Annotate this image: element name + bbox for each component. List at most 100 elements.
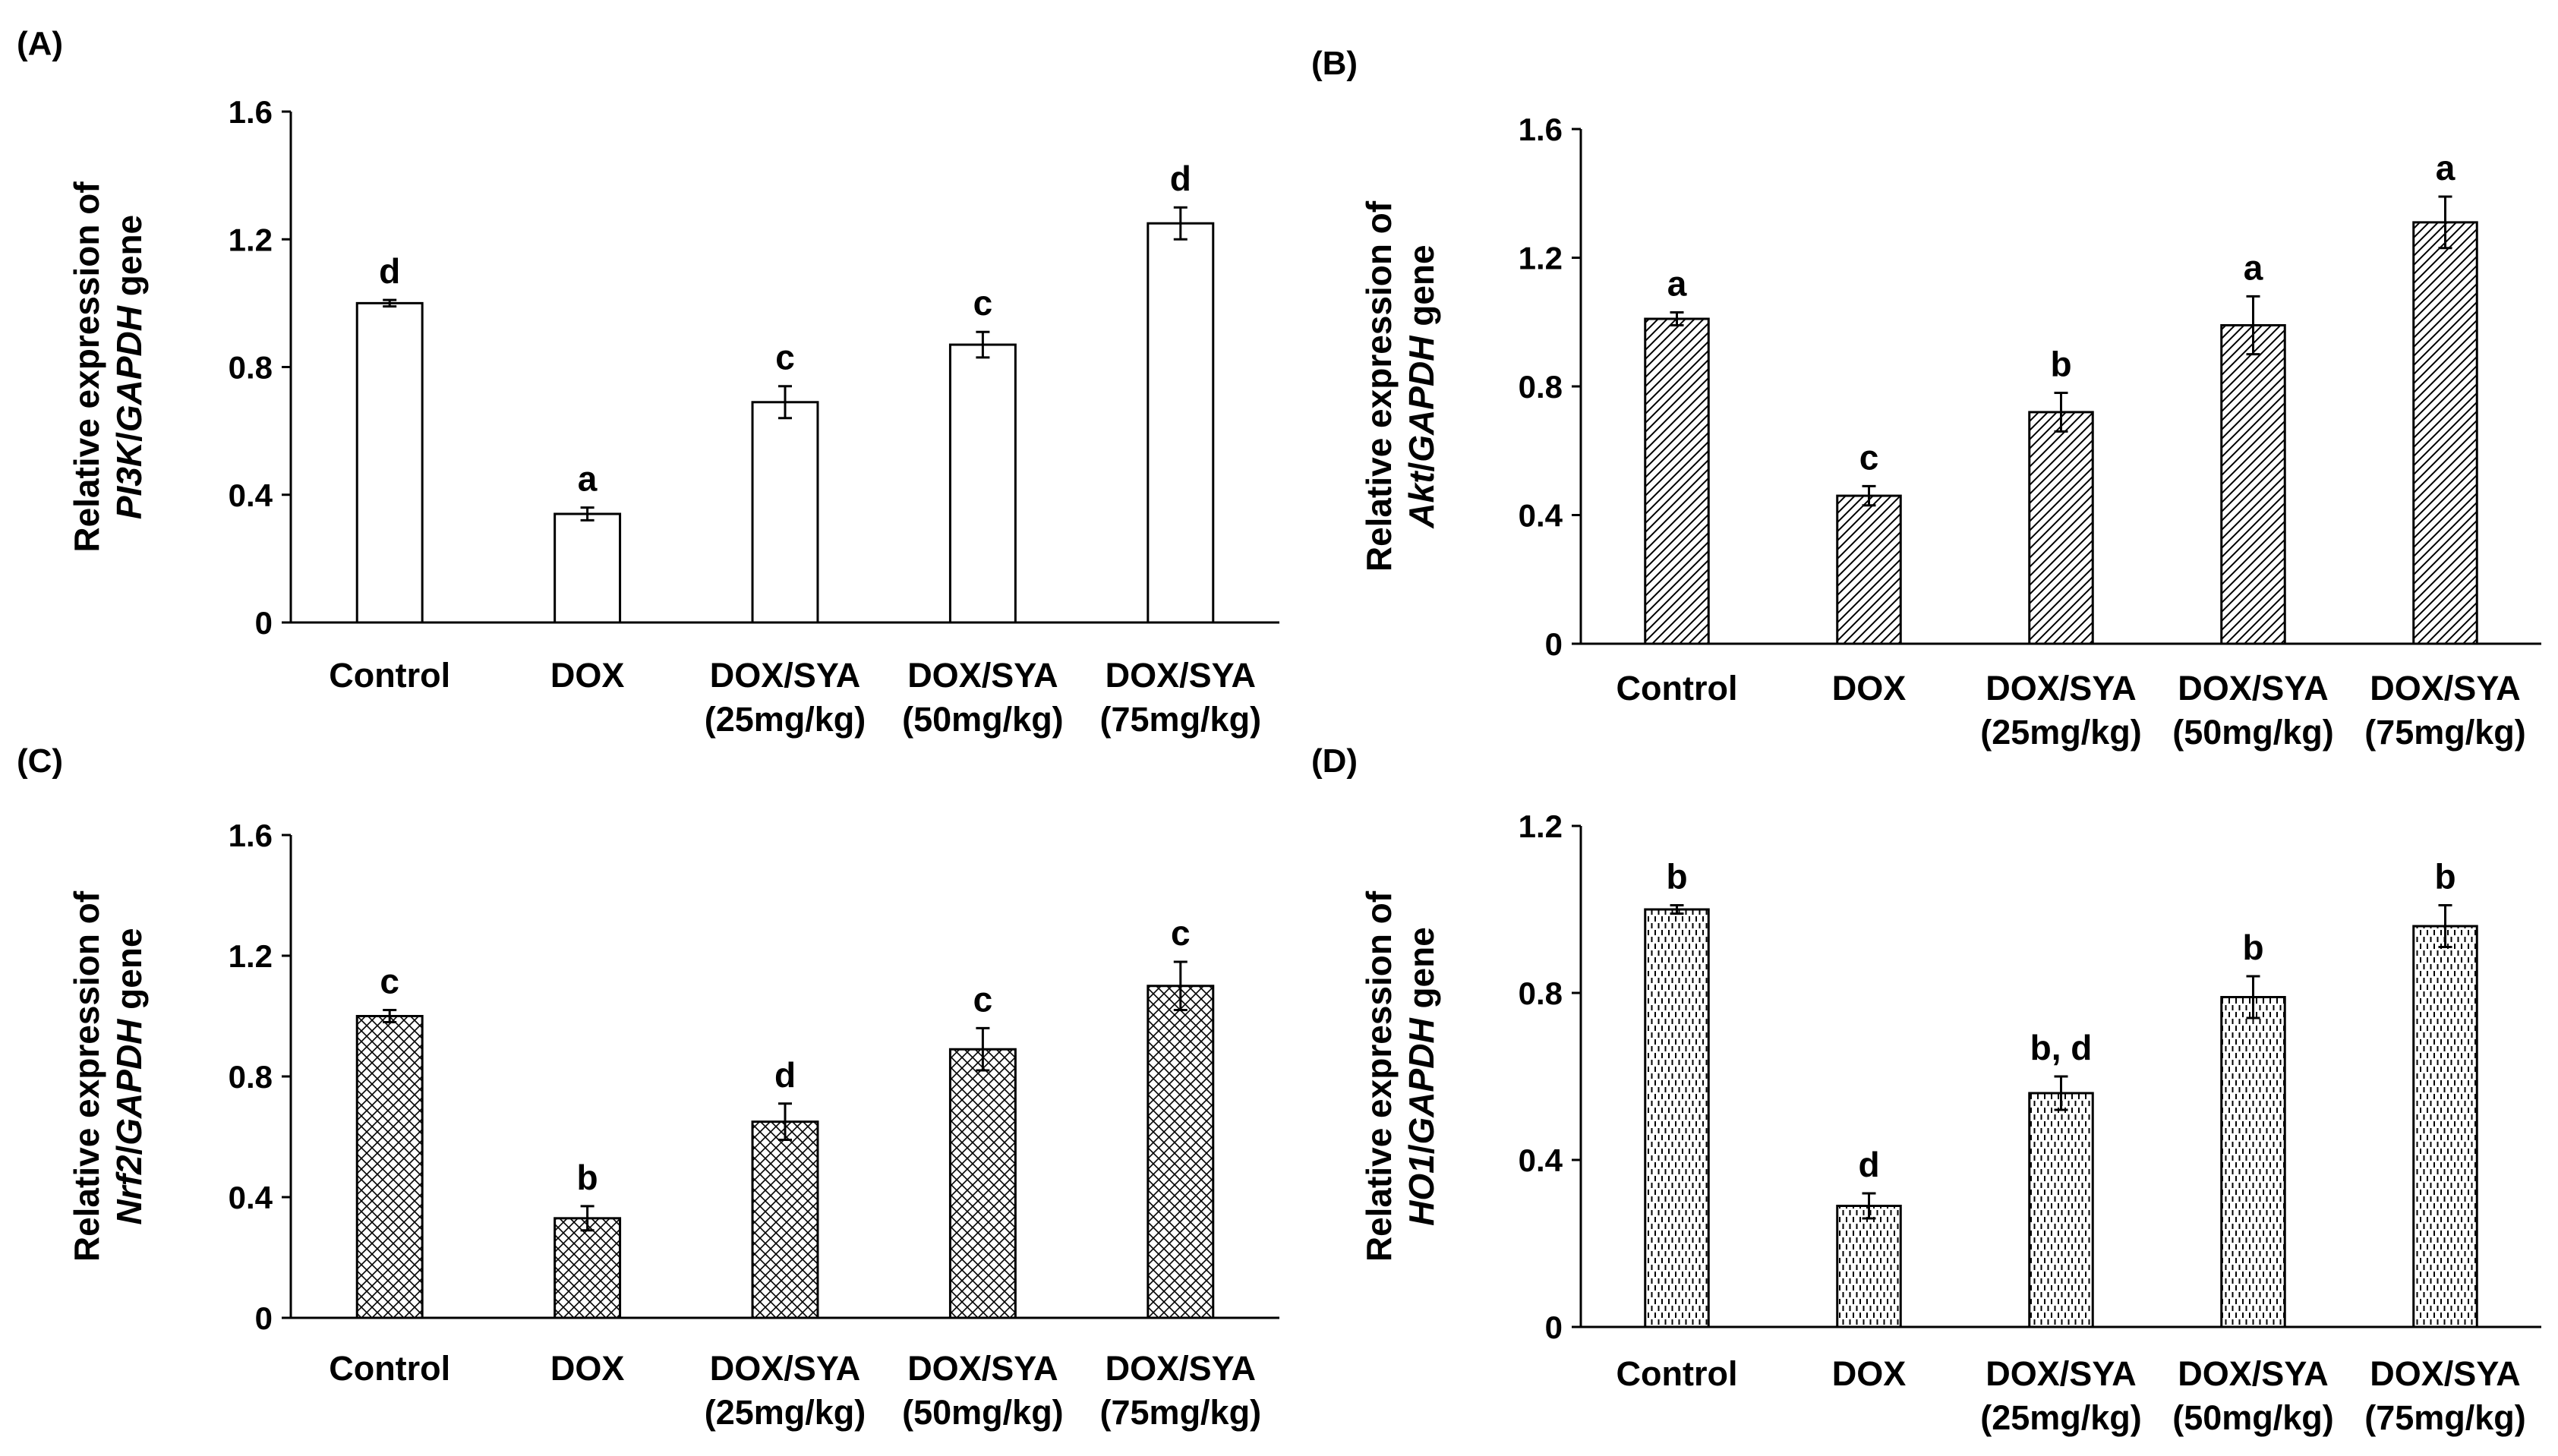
bar (554, 512, 622, 624)
y-tick-label: 0.4 (229, 1180, 273, 1215)
panel-label: (B) (1311, 45, 1358, 82)
x-category-label-line: DOX/SYA (1986, 669, 2136, 708)
x-category-label-line: DOX/SYA (710, 1349, 860, 1388)
x-category-label-line: (25mg/kg) (705, 1393, 866, 1432)
y-tick-label: 0 (1545, 1309, 1563, 1345)
bar (2412, 221, 2478, 645)
x-category-label: DOX/SYA (25mg/kg) (705, 656, 866, 739)
x-category-label: DOX (550, 1349, 625, 1388)
x-category-label: DOX/SYA (75mg/kg) (2364, 669, 2526, 752)
y-tick-label: 0.8 (1519, 369, 1563, 405)
y-axis-reference-gene: GAPDH (109, 305, 149, 432)
significance-letter: a (2244, 247, 2263, 287)
significance-letter: a (578, 459, 598, 499)
bar (751, 1120, 819, 1319)
x-category-label: DOX/SYA (25mg/kg) (705, 1349, 866, 1432)
x-category-label-line: DOX/SYA (907, 1349, 1058, 1388)
bar (355, 1015, 424, 1319)
x-category-label: DOX/SYA (50mg/kg) (902, 656, 1064, 739)
x-category-label-line: Control (329, 656, 450, 695)
y-tick-label: 0.4 (1519, 498, 1563, 534)
x-category-label-line: (50mg/kg) (902, 1393, 1064, 1432)
significance-letter: b (577, 1158, 598, 1197)
significance-letter: a (1667, 264, 1687, 304)
y-axis-title: Relative expression ofHO1/GAPDH gene (1359, 890, 1441, 1262)
y-tick-label: 0.4 (229, 477, 273, 513)
significance-letter: c (380, 962, 399, 1001)
x-category-label-line: (50mg/kg) (2172, 713, 2334, 752)
x-category-label: DOX (550, 656, 625, 695)
significance-letter: c (973, 283, 993, 323)
x-category-label-line: (50mg/kg) (902, 700, 1064, 739)
y-axis-separator: / (109, 432, 149, 442)
bar (1836, 1205, 1902, 1328)
x-category-label-line: DOX (550, 656, 625, 695)
x-category-label-line: DOX/SYA (1106, 1349, 1256, 1388)
y-tick-label: 1.2 (1519, 241, 1563, 276)
x-category-label: DOX/SYA (50mg/kg) (902, 1349, 1064, 1432)
y-axis-reference-gene: GAPDH (109, 1019, 149, 1146)
bar (2028, 411, 2094, 645)
x-category-label: Control (329, 656, 450, 695)
x-category-label: DOX (1832, 1354, 1907, 1393)
bar (751, 401, 819, 624)
x-category-label-line: (50mg/kg) (2172, 1398, 2334, 1437)
x-category-label-line: Control (1616, 669, 1738, 708)
x-category-label-line: DOX (1832, 1354, 1907, 1393)
x-category-label-line: DOX (1832, 669, 1907, 708)
x-category-label-line: DOX/SYA (1106, 656, 1256, 695)
x-category-label: DOX/SYA (75mg/kg) (1100, 656, 1262, 739)
y-axis-title-line1: Relative expression of (1359, 890, 1399, 1262)
bar (1147, 985, 1215, 1319)
x-category-label: Control (329, 1349, 450, 1388)
bar (355, 301, 424, 624)
panel-label: (C) (17, 742, 63, 780)
y-axis-title-line1: Relative expression of (67, 890, 106, 1262)
y-tick-label: 1.6 (229, 94, 273, 130)
y-tick-label: 1.2 (229, 222, 273, 257)
x-category-label-line: DOX/SYA (907, 656, 1058, 695)
x-category-label-line: DOX/SYA (2178, 669, 2328, 708)
significance-letter: c (973, 979, 993, 1019)
x-category-label: DOX/SYA (75mg/kg) (1100, 1349, 1262, 1432)
x-category-label: Control (1616, 1354, 1738, 1393)
y-axis-gene-name: Nrf2 (109, 1155, 149, 1224)
bar (1644, 317, 1710, 645)
panel-label: (A) (17, 25, 63, 62)
y-tick-label: 1.6 (1519, 112, 1563, 147)
significance-letter: b (2434, 857, 2455, 897)
significance-letter: b (2242, 928, 2263, 967)
x-category-label: DOX/SYA (75mg/kg) (2364, 1354, 2526, 1437)
x-category-label-line: (25mg/kg) (705, 700, 866, 739)
y-axis-title-line1: Relative expression of (1359, 200, 1399, 572)
significance-letter: b (2050, 344, 2071, 383)
x-category-label-line: Control (329, 1349, 450, 1388)
significance-letter: d (1170, 159, 1191, 198)
panel-label: (D) (1311, 742, 1358, 780)
bar (2028, 1092, 2094, 1328)
y-axis-reference-gene: GAPDH (1402, 1018, 1441, 1145)
x-category-label-line: (25mg/kg) (1980, 1398, 2142, 1437)
significance-letter: c (1171, 913, 1191, 953)
y-axis-separator: / (1402, 1144, 1441, 1154)
significance-letter: d (379, 251, 400, 291)
y-tick-label: 0 (1545, 626, 1563, 662)
y-axis-separator: / (1402, 462, 1441, 471)
significance-letter: d (774, 1055, 796, 1095)
bar (1147, 222, 1215, 624)
y-axis-title: Relative expression ofNrf2/GAPDH gene (67, 890, 149, 1262)
y-tick-label: 1.6 (229, 818, 273, 853)
y-tick-label: 0.8 (1519, 975, 1563, 1011)
y-axis-gene-name: Akt (1402, 471, 1441, 529)
y-axis-reference-gene: GAPDH (1402, 336, 1441, 462)
y-tick-label: 0 (255, 1300, 273, 1336)
significance-letter: b (1666, 857, 1687, 897)
y-axis-gene-name: HO1 (1402, 1154, 1441, 1226)
x-category-label-line: DOX/SYA (1986, 1354, 2136, 1393)
bar (2412, 925, 2478, 1328)
x-category-label-line: (75mg/kg) (2364, 1398, 2526, 1437)
chart-panel-c: (C) 0 0.4 0.8 1.2 1.6 Relative expression ofNr… (17, 742, 1279, 1432)
y-tick-label: 1.2 (1519, 808, 1563, 844)
y-axis-title-suffix: gene (109, 215, 149, 306)
significance-letter: d (1858, 1145, 1879, 1184)
